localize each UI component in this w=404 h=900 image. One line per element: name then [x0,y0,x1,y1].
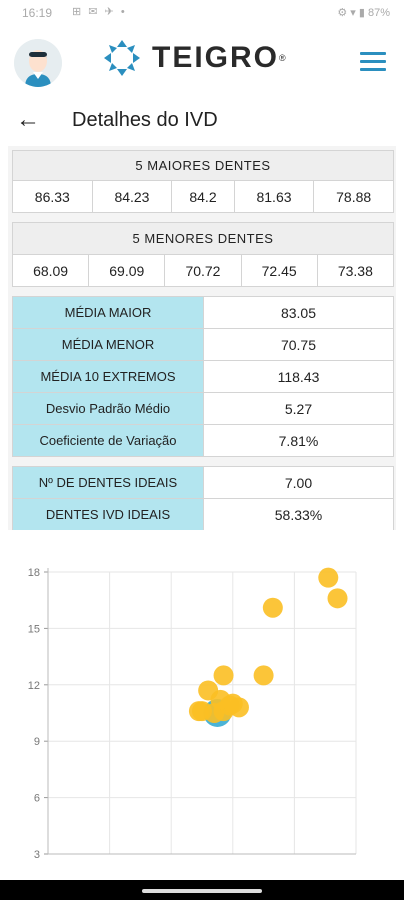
ideal-label: DENTES IVD IDEAIS [12,498,204,531]
data-point [262,597,283,618]
smallest-teeth-cell: 72.45 [240,254,318,287]
user-avatar-icon [14,39,62,87]
statistics-table: MÉDIA MAIOR 83.05 MÉDIA MENOR 70.75 MÉDIA … [12,296,394,457]
smallest-teeth-cell: 69.09 [88,254,166,287]
hamburger-menu-icon[interactable] [360,52,386,74]
stat-label: Coeficiente de Variação [12,424,204,457]
largest-teeth-cell: 78.88 [313,180,394,213]
largest-teeth-cell: 86.33 [12,180,93,213]
stat-label: MÉDIA MAIOR [12,296,204,329]
status-bar: 16:19 ⊞ ✉ ✈ • ⚙ ▾ ▮ 87% [0,0,404,24]
back-arrow-icon[interactable]: ← [16,106,40,133]
data-point [318,567,339,588]
largest-teeth-table: 5 MAIORES DENTES 86.33 84.23 84.2 81.63 … [12,150,394,213]
data-point [228,697,249,718]
home-gesture-handle[interactable] [142,889,262,893]
status-notification-icons: ⊞ ✉ ✈ • [72,6,127,18]
largest-teeth-cell: 84.23 [91,180,173,213]
ideal-value: 7.00 [203,466,394,499]
y-tick-label: 15 [28,623,40,635]
smallest-teeth-cell: 70.72 [164,254,242,287]
stat-label: MÉDIA 10 EXTREMOS [12,360,204,393]
stat-value: 70.75 [203,328,394,361]
teigro-logo-icon [104,40,140,76]
scatter-chart: 3 6 9 12 15 18 [8,530,396,880]
stat-value: 83.05 [203,296,394,329]
app-header: TEIGRO ® [0,24,404,100]
brand-registered: ® [279,53,286,63]
avatar[interactable] [14,39,62,87]
ideal-value: 58.33% [203,498,394,531]
data-point [192,701,212,722]
smallest-teeth-cell: 73.38 [316,254,395,287]
y-tick-label: 18 [28,567,40,579]
brand-name: TEIGRO [152,41,280,74]
largest-teeth-cell: 81.63 [233,180,315,213]
brand-logo: TEIGRO ® [102,38,286,78]
stat-value: 118.43 [203,360,394,393]
smallest-teeth-header: 5 MENORES DENTES [12,222,394,255]
data-point [327,588,348,609]
ideal-label: Nº DE DENTES IDEAIS [12,466,204,499]
status-system-icons: ⚙ ▾ ▮ 87% [337,7,390,19]
largest-teeth-cell: 84.2 [171,180,235,213]
ideal-teeth-table: Nº DE DENTES IDEAIS 7.00 DENTES IVD IDEAI… [12,466,394,531]
data-point [253,665,274,686]
scatter-chart-svg: 3 6 9 12 15 18 [28,567,357,861]
status-time: 16:19 [22,6,53,20]
largest-teeth-header: 5 MAIORES DENTES [12,150,394,181]
smallest-teeth-table: 5 MENORES DENTES 68.09 69.09 70.72 72.45… [11,222,395,287]
page-title-bar: ← Detalhes do IVD [0,100,404,142]
y-tick-label: 9 [34,736,40,748]
stat-label: Desvio Padrão Médio [12,392,204,425]
smallest-teeth-cell: 68.09 [11,254,90,287]
data-point [198,680,219,701]
y-tick-label: 3 [34,849,40,861]
system-nav-bar [0,880,404,900]
y-tick-label: 6 [34,793,40,805]
y-tick-label: 12 [28,680,40,692]
stat-value: 5.27 [203,392,394,425]
stat-value: 7.81% [203,424,394,457]
stat-label: MÉDIA MENOR [12,328,204,361]
data-point [213,665,234,686]
page-title: Detalhes do IVD [72,109,218,131]
